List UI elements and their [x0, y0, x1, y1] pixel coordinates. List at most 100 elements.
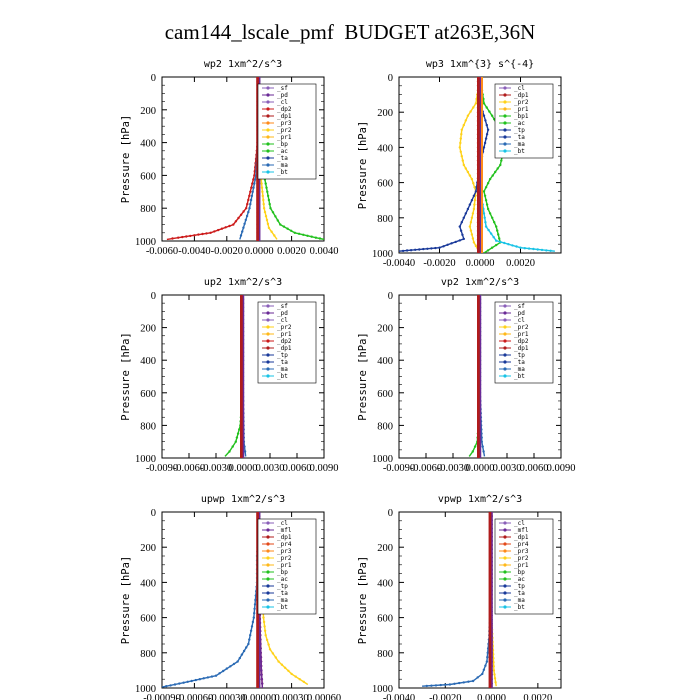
panel-5: upwp 1xm^2/s^302004006008001000-0.00090-…	[120, 494, 341, 700]
series-point	[485, 106, 488, 109]
series-point	[244, 218, 247, 222]
x-tick-label: 0.0000	[477, 693, 506, 700]
legend-label: _dp1	[514, 345, 529, 352]
series-point	[249, 634, 252, 637]
series-group	[399, 77, 555, 253]
series-point	[218, 672, 221, 675]
legend-marker	[266, 549, 270, 553]
series-point	[458, 681, 461, 685]
series-point	[484, 225, 488, 228]
panel-3: up2 1xm^2/s^302004006008001000-0.0090-0.…	[120, 277, 338, 474]
series-point	[430, 684, 433, 687]
panel-title: vpwp 1xm^2/s^3	[438, 494, 522, 505]
series-point	[482, 450, 485, 453]
x-tick-label: 0.0030	[256, 463, 285, 474]
series-point	[253, 182, 256, 185]
series-point	[197, 233, 200, 236]
series-point	[519, 246, 522, 249]
legend-label: _cl	[277, 99, 288, 106]
series-point	[286, 227, 289, 230]
legend-label: _tp	[514, 583, 525, 590]
series-point	[458, 146, 461, 149]
legend-marker	[503, 311, 507, 315]
series-point	[224, 226, 227, 229]
series-point	[251, 182, 254, 185]
series-point	[523, 247, 526, 250]
legend-marker	[503, 598, 507, 602]
series-point	[483, 141, 487, 145]
series-point	[469, 110, 472, 113]
series-point	[274, 215, 277, 218]
series-point	[270, 230, 273, 233]
series-point	[193, 234, 196, 237]
series-point	[483, 194, 487, 197]
x-tick-label: -0.0040	[178, 246, 210, 257]
legend-marker	[503, 563, 507, 567]
legend-marker	[503, 346, 507, 350]
legend-label: _dp2	[277, 106, 292, 113]
series-point	[439, 683, 442, 687]
series-point	[488, 212, 492, 215]
series-point	[499, 240, 502, 244]
y-tick-label: 1000	[372, 454, 393, 465]
series-point	[259, 660, 263, 663]
legend-label: _bt	[277, 373, 288, 380]
x-tick-label: -0.0020	[211, 246, 243, 257]
legend-label: _dp1	[514, 534, 529, 541]
series-point	[241, 230, 244, 233]
legend-label: _dp2	[277, 338, 292, 345]
legend-label: _pr1	[277, 562, 292, 569]
legend-marker	[266, 598, 270, 602]
series-point	[458, 239, 461, 242]
series-point	[297, 232, 301, 235]
legend-marker	[266, 325, 270, 329]
legend-marker	[266, 128, 270, 132]
series-point	[294, 675, 297, 678]
series-point	[268, 202, 271, 206]
panel-title: up2 1xm^2/s^3	[204, 277, 282, 288]
x-tick-label: -0.0030	[437, 463, 469, 474]
legend-label: _bp	[277, 141, 288, 148]
series-point	[279, 223, 282, 226]
series-point	[461, 233, 464, 236]
legend-marker	[503, 360, 507, 364]
series-point	[460, 133, 463, 136]
legend-label: _ta	[277, 590, 288, 597]
series-point	[549, 249, 552, 252]
panel-title: upwp 1xm^2/s^3	[201, 494, 285, 505]
series-point	[263, 629, 267, 632]
legend-marker	[503, 114, 507, 118]
series-point	[220, 227, 224, 230]
series-point	[466, 170, 470, 174]
series-point	[283, 666, 287, 669]
legend-marker	[266, 605, 270, 609]
legend-marker	[503, 584, 507, 588]
series-point	[461, 159, 464, 162]
legend-label: _ma	[514, 141, 525, 148]
y-tick-label: 600	[377, 179, 393, 190]
series-point	[201, 232, 204, 236]
series-point	[485, 123, 488, 127]
series-point	[282, 225, 286, 228]
series-point	[198, 678, 201, 681]
series-point	[177, 236, 180, 239]
series-point	[235, 436, 239, 439]
series-point	[498, 237, 501, 240]
series-point	[470, 216, 474, 219]
series-point	[405, 249, 409, 252]
legend-label: _ta	[514, 134, 525, 141]
series-point	[261, 194, 264, 198]
series-point	[194, 678, 197, 682]
y-tick-label: 200	[140, 543, 156, 554]
series-point	[280, 663, 284, 666]
legend-label: _bt	[277, 604, 288, 611]
series-point	[209, 231, 212, 234]
legend-marker	[266, 114, 270, 118]
series-point	[545, 249, 548, 252]
series-point	[453, 682, 456, 685]
series-point	[434, 684, 438, 687]
series-point	[206, 676, 210, 679]
series-point	[267, 226, 271, 230]
legend-marker	[266, 318, 270, 322]
x-tick-label: -0.0020	[429, 693, 461, 700]
